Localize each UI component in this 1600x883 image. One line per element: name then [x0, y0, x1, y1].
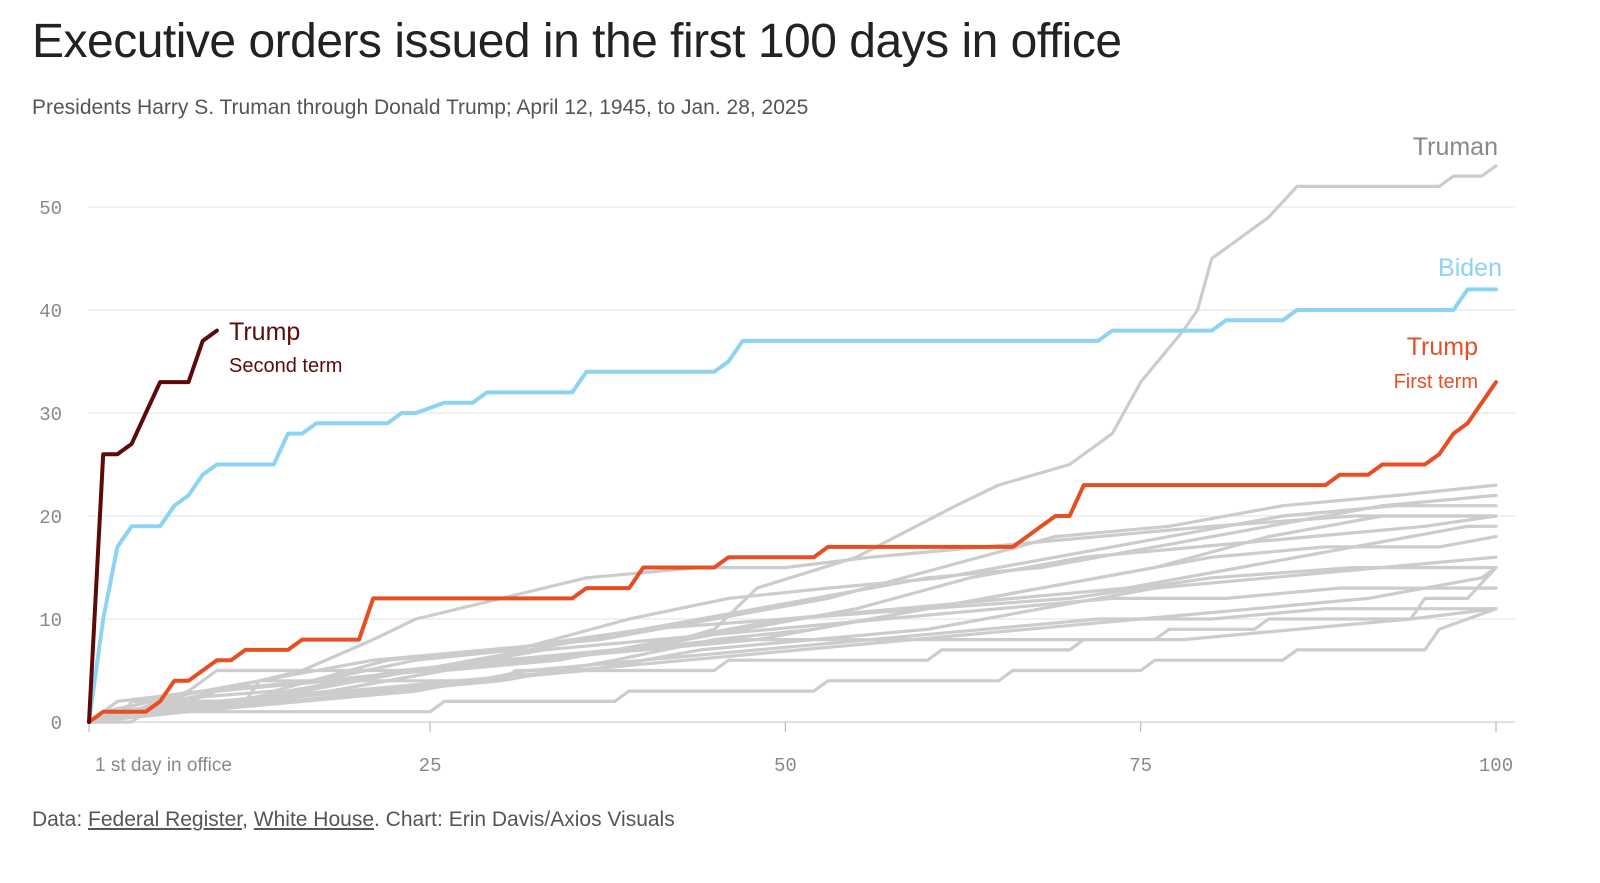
label-trump-second-term: Trump [229, 318, 300, 346]
chart-title: Executive orders issued in the first 100… [32, 15, 1122, 68]
y-tick-label: 0 [51, 713, 62, 735]
x-tick-label: 25 [419, 755, 442, 777]
y-tick-label: 50 [39, 198, 62, 220]
sublabel-first-term: First term [1394, 371, 1478, 393]
footer-separator: , [242, 808, 254, 831]
series-line-biden [87, 287, 1498, 724]
series-labels: Truman Biden Trump First term Trump Second te… [229, 133, 1502, 393]
series-line-other-president [87, 514, 1498, 724]
series-line-other-president [87, 607, 1498, 724]
footer-prefix: Data: [32, 808, 89, 831]
x-tick-label: 1 st day in office [95, 755, 232, 776]
footer-credit: . Chart: Erin Davis/Axios Visuals [374, 808, 675, 831]
series-line-other-president [87, 514, 1498, 724]
y-tick-label: 40 [39, 301, 62, 323]
y-tick-label: 20 [39, 507, 62, 529]
label-biden: Biden [1438, 254, 1502, 282]
x-axis: 1 st day in office 25 50 75 100 [88, 722, 1513, 777]
sublabel-second-term: Second term [229, 355, 342, 377]
chart-subtitle: Presidents Harry S. Truman through Donal… [32, 96, 809, 119]
series-line-other-president [87, 565, 1498, 724]
y-axis: 0 10 20 30 40 50 [39, 198, 62, 735]
series-line-other-president [87, 607, 1498, 724]
x-tick-label: 100 [1479, 755, 1513, 777]
other-presidents-lines [87, 164, 1498, 724]
x-tick-label: 50 [774, 755, 797, 777]
label-trump-first-term: Trump [1407, 333, 1478, 361]
source-link-federal-register[interactable]: Federal Register [88, 808, 243, 831]
series-line-trump-second-term [87, 328, 219, 724]
series-line-truman [87, 164, 1498, 724]
source-link-white-house[interactable]: White House [253, 808, 374, 831]
series-line-trump-first-term [87, 380, 1498, 724]
x-tick-label: 75 [1129, 755, 1152, 777]
highlighted-series-lines [87, 287, 1498, 724]
y-tick-label: 30 [39, 404, 62, 426]
series-line-other-president [87, 607, 1498, 724]
label-truman: Truman [1413, 133, 1498, 161]
chart-footer: Data: Federal Register, White House. Cha… [32, 808, 675, 832]
series-line-other-president [87, 565, 1498, 724]
y-tick-label: 10 [39, 610, 62, 632]
